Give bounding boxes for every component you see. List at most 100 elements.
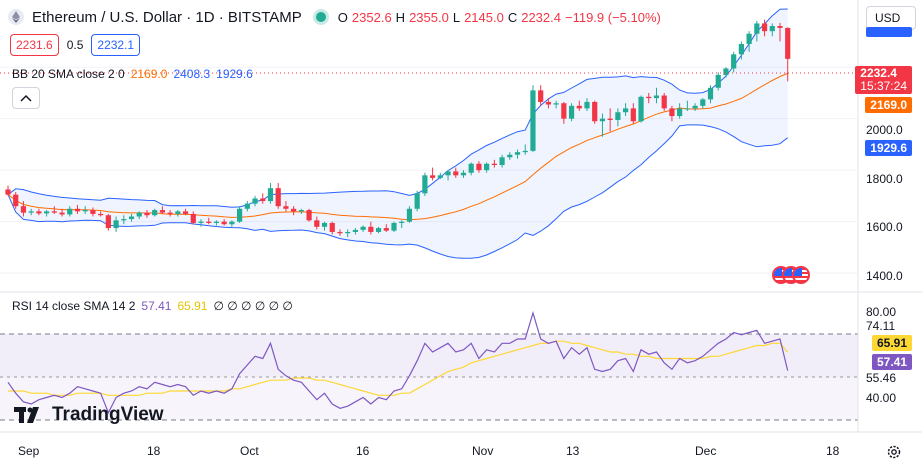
candle [661, 92, 667, 111]
candle [653, 87, 660, 104]
candle-body [144, 212, 150, 216]
candle-body [661, 95, 667, 109]
candle-body [121, 219, 127, 221]
candle-body [700, 99, 706, 106]
economic-events-markers[interactable] [772, 266, 810, 284]
candle [692, 103, 698, 111]
candle-body [20, 206, 27, 213]
candle [306, 208, 312, 222]
candle [90, 207, 96, 217]
candle [592, 100, 598, 124]
candle-body [430, 175, 436, 178]
candle-body [190, 213, 196, 223]
candle-body [738, 44, 744, 55]
price-axis-label: 1400.0 [866, 269, 903, 283]
rsi-legend-label: RSI 14 close SMA 14 2 [12, 299, 136, 313]
candle-body [761, 23, 768, 32]
candle [144, 210, 150, 218]
candle-body [291, 208, 297, 212]
tradingview-logo[interactable]: TradingView [14, 404, 164, 426]
candle [345, 229, 351, 238]
candle [152, 208, 158, 217]
candle [67, 206, 73, 217]
candle [460, 170, 467, 178]
candle-body [67, 208, 73, 215]
candle-body [345, 231, 351, 234]
candle [746, 31, 752, 52]
candle [476, 161, 482, 173]
candle-body [731, 54, 737, 69]
candle [13, 192, 19, 209]
candle [128, 213, 135, 222]
time-axis-label: Dec [695, 444, 717, 458]
ohlc-low-value: 2145.0 [464, 9, 504, 25]
bollinger-legend[interactable]: BB 20 SMA close 2 0 2169.0 2408.3 1929.6 [12, 67, 253, 81]
sell-button[interactable]: 2231.6 [10, 34, 59, 56]
tradingview-logo-text: TradingView [52, 404, 164, 425]
candle [321, 221, 328, 231]
candle [121, 215, 127, 225]
candle-body [538, 90, 544, 102]
candle-body [167, 212, 173, 214]
candle [267, 183, 274, 204]
candle [607, 108, 613, 132]
candle-body [198, 221, 204, 223]
candle [190, 211, 196, 225]
candle-body [553, 103, 559, 105]
candle [646, 92, 652, 104]
rsi-sma-line [8, 340, 789, 396]
bollinger-upper-tag [866, 27, 912, 37]
rsi-sma-legend-value: 65.91 [177, 299, 208, 313]
time-axis-label: 16 [356, 444, 370, 458]
market-open-indicator [315, 12, 326, 22]
candle-body [399, 221, 405, 223]
candle [74, 204, 81, 214]
bollinger-upper-line [7, 8, 788, 208]
collapse-legend-button[interactable] [12, 87, 40, 109]
candle-body [522, 150, 528, 153]
candle-body [646, 96, 652, 99]
price-axis-label: 2000.0 [866, 123, 903, 137]
candle [244, 201, 250, 212]
symbol-title[interactable]: Ethereum / U.S. Dollar · 1D · BITSTAMP [32, 8, 302, 26]
candle [221, 219, 227, 226]
candle [360, 225, 366, 232]
buy-button[interactable]: 2232.1 [91, 34, 141, 56]
gear-icon[interactable] [886, 444, 902, 460]
rsi-axis-label: 80.00 [866, 305, 897, 319]
currency-label: USD [875, 11, 901, 25]
ohlc-close-value: 2232.4 [521, 9, 561, 25]
candle-body [422, 175, 428, 194]
ohlc-close-key: C [507, 9, 518, 25]
candle [28, 208, 34, 216]
candle-body [51, 211, 57, 213]
candle [445, 170, 451, 181]
candle-body [715, 74, 721, 88]
candle-body [337, 231, 343, 234]
trade-buttons: 2231.6 0.5 2232.1 [10, 34, 141, 56]
candle-body [82, 210, 88, 212]
candle [213, 220, 220, 226]
candle-body [692, 105, 698, 109]
candle [638, 95, 644, 123]
candle [723, 67, 729, 78]
currency-selector[interactable]: USD [866, 6, 916, 30]
candle-body [653, 95, 660, 99]
candle [206, 217, 212, 225]
candle-body [36, 211, 42, 214]
candle-body [592, 101, 598, 122]
candle-body [152, 210, 158, 216]
candle [785, 27, 791, 82]
ohlc-change: −119.9 (−5.10%) [564, 9, 661, 25]
candle-body [252, 198, 258, 204]
candle-body [785, 27, 791, 59]
candle-body [561, 103, 567, 119]
chevron-up-icon [20, 94, 32, 102]
candle [383, 224, 389, 232]
spread-value: 0.5 [66, 38, 84, 52]
rsi-legend[interactable]: RSI 14 close SMA 14 2 57.41 65.91 ∅ ∅ ∅ … [12, 299, 293, 313]
candle [375, 226, 382, 234]
candle [761, 19, 768, 37]
candle [754, 20, 760, 42]
